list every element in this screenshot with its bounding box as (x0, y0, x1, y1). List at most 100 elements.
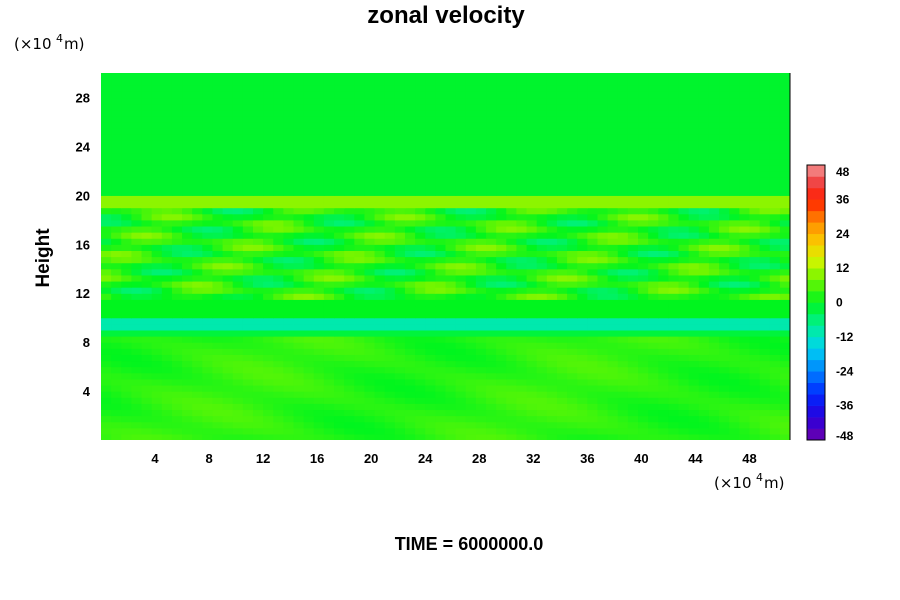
heatmap-cell (192, 146, 203, 154)
heatmap-cell (688, 360, 700, 368)
heatmap-cell (192, 238, 203, 245)
heatmap-cell (617, 219, 629, 227)
heatmap-cell (334, 219, 345, 227)
heatmap-cell (627, 134, 639, 141)
heatmap-cell (587, 354, 599, 362)
heatmap-cell (526, 238, 538, 245)
heatmap-cell (151, 134, 163, 141)
heatmap-cell (719, 433, 730, 440)
heatmap-cell (779, 268, 790, 276)
heatmap-cell (556, 121, 568, 129)
heatmap-cell (384, 366, 396, 374)
heatmap-cell (729, 287, 740, 294)
heatmap-cell (293, 244, 305, 251)
heatmap-cell (121, 391, 132, 398)
heatmap-cell (313, 311, 325, 319)
heatmap-cell (506, 140, 518, 147)
heatmap-cell (648, 384, 659, 392)
heatmap-cell (475, 336, 487, 343)
heatmap-cell (506, 134, 518, 141)
heatmap-cell (556, 323, 568, 331)
heatmap-cell (425, 415, 436, 423)
heatmap-cell (546, 115, 558, 123)
heatmap-cell (131, 79, 143, 86)
heatmap-cell (364, 91, 376, 99)
heatmap-cell (729, 250, 740, 258)
heatmap-cell (526, 329, 538, 337)
heatmap-cell (212, 183, 224, 190)
heatmap-cell (202, 225, 214, 233)
heatmap-cell (182, 403, 193, 411)
heatmap-cell (242, 164, 254, 172)
heatmap-cell (587, 256, 599, 264)
heatmap-cell (232, 244, 244, 251)
heatmap-cell (141, 250, 153, 258)
heatmap-cell (638, 213, 649, 221)
heatmap-cell (546, 305, 558, 313)
heatmap-cell (435, 287, 447, 294)
heatmap-cell (526, 384, 538, 392)
heatmap-cell (384, 342, 396, 349)
heatmap-cell (232, 158, 244, 166)
heatmap-cell (526, 409, 538, 417)
heatmap-cell (445, 103, 457, 111)
heatmap-cell (627, 103, 639, 111)
heatmap-cell (141, 378, 153, 386)
heatmap-cell (617, 372, 629, 380)
heatmap-cell (627, 183, 639, 190)
heatmap-cell (293, 134, 305, 141)
heatmap-cell (668, 97, 680, 105)
heatmap-cell (688, 336, 700, 343)
heatmap-cell (638, 366, 649, 374)
heatmap-cell (638, 433, 649, 440)
heatmap-cell (556, 415, 568, 423)
heatmap-cell (263, 384, 274, 392)
heatmap-cell (607, 115, 619, 123)
heatmap-cell (769, 336, 781, 343)
heatmap-cell (293, 195, 305, 203)
heatmap-cell (334, 121, 345, 129)
heatmap-cell (263, 164, 274, 172)
heatmap-cell (769, 268, 781, 276)
heatmap-cell (475, 299, 487, 307)
heatmap-cell (779, 397, 790, 404)
heatmap-cell (445, 311, 457, 319)
heatmap-cell (293, 433, 305, 440)
heatmap-cell (597, 256, 609, 264)
heatmap-cell (323, 140, 335, 147)
heatmap-cell (293, 85, 305, 92)
heatmap-cell (556, 293, 568, 300)
heatmap-cell (587, 280, 599, 288)
heatmap-cell (597, 403, 609, 411)
heatmap-cell (719, 262, 730, 270)
heatmap-cell (607, 250, 619, 258)
heatmap-cell (202, 348, 214, 355)
heatmap-cell (627, 158, 639, 166)
heatmap-cell (516, 329, 528, 337)
heatmap-cell (638, 232, 649, 239)
heatmap-cell (435, 305, 447, 313)
heatmap-cell (577, 311, 588, 319)
heatmap-cell (465, 97, 477, 105)
heatmap-cell (303, 97, 315, 105)
heatmap-cell (506, 354, 518, 362)
heatmap-cell (445, 391, 457, 398)
heatmap-cell (151, 293, 163, 300)
heatmap-cell (638, 299, 649, 307)
heatmap-cell (425, 329, 436, 337)
heatmap-cell (374, 317, 386, 325)
heatmap-cell (111, 85, 122, 92)
heatmap-cell (546, 134, 558, 141)
heatmap-cell (769, 103, 781, 111)
heatmap-cell (779, 378, 790, 386)
heatmap-cell (567, 225, 578, 233)
heatmap-cell (496, 189, 507, 196)
heatmap-cell (283, 73, 295, 80)
heatmap-cell (587, 384, 599, 392)
heatmap-cell (293, 287, 305, 294)
heatmap-cell (192, 91, 203, 99)
heatmap-plot-area (101, 73, 790, 440)
heatmap-cell (749, 115, 761, 123)
heatmap-cell (101, 115, 112, 123)
heatmap-cell (445, 293, 457, 300)
